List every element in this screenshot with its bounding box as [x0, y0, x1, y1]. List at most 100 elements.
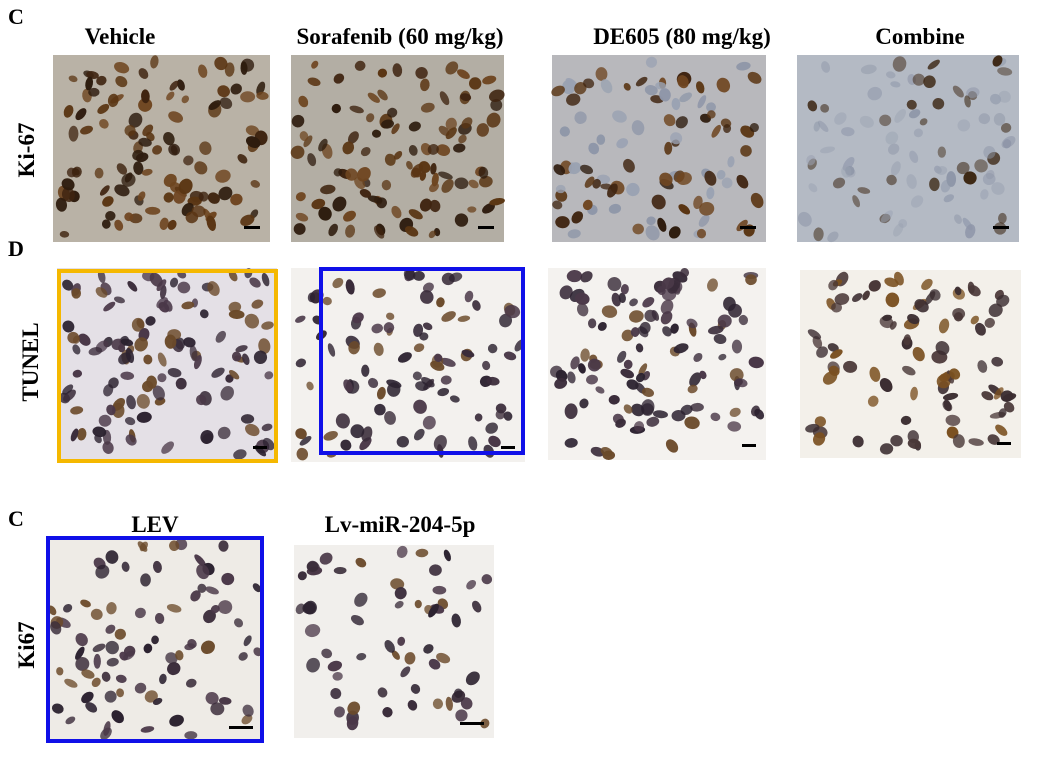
micrograph: [290, 55, 505, 242]
nucleus: [396, 436, 409, 448]
nucleus: [106, 657, 119, 667]
nucleus: [356, 653, 367, 661]
nucleus: [620, 284, 629, 295]
nucleus: [295, 358, 307, 368]
nucleus: [938, 318, 950, 334]
nucleus: [820, 146, 836, 154]
nucleus: [907, 313, 920, 325]
scale-bar: [478, 226, 494, 229]
nucleus: [340, 439, 352, 451]
nucleus: [63, 105, 74, 118]
nucleus: [503, 351, 517, 361]
nucleus: [396, 545, 408, 558]
nucleus: [106, 404, 116, 416]
nucleus: [207, 192, 220, 204]
nucleus: [993, 387, 1004, 400]
nucleus: [306, 381, 314, 391]
nucleus: [992, 55, 1003, 67]
nucleus: [615, 418, 626, 428]
nucleus: [568, 162, 582, 175]
nucleus: [333, 73, 345, 84]
nucleus: [578, 363, 586, 374]
nucleus: [230, 193, 243, 206]
nucleus: [592, 178, 601, 189]
nucleus: [859, 115, 874, 128]
micrograph: [294, 545, 494, 738]
nucleus: [345, 168, 358, 181]
nucleus: [892, 56, 907, 72]
nucleus: [66, 167, 77, 178]
nucleus: [322, 296, 332, 306]
nucleus: [215, 330, 226, 343]
nucleus: [391, 650, 400, 660]
nucleus: [991, 182, 1005, 195]
nucleus: [415, 381, 429, 391]
nucleus: [936, 166, 948, 175]
nucleus: [894, 109, 906, 123]
nucleus: [77, 427, 87, 441]
nucleus: [588, 142, 600, 155]
nucleus: [70, 406, 84, 415]
scale-bar: [229, 726, 253, 729]
nucleus: [630, 327, 640, 337]
nucleus: [167, 367, 182, 378]
nucleus: [422, 282, 434, 293]
micrograph: [47, 537, 263, 742]
nucleus: [718, 353, 727, 361]
nucleus: [116, 163, 128, 175]
nucleus: [1002, 139, 1012, 149]
nucleus: [406, 160, 413, 170]
nucleus: [485, 422, 498, 434]
nucleus: [455, 709, 468, 722]
nucleus: [114, 628, 126, 640]
nucleus: [400, 666, 411, 678]
nucleus: [181, 95, 190, 104]
nucleus: [693, 352, 703, 362]
nucleus: [118, 352, 132, 365]
nucleus: [134, 337, 148, 352]
nucleus: [580, 271, 593, 283]
nucleus: [600, 79, 613, 94]
nucleus: [890, 161, 901, 176]
nucleus: [384, 640, 395, 653]
nucleus: [945, 414, 961, 426]
nucleus: [250, 180, 260, 188]
nucleus: [482, 75, 497, 85]
nucleus: [56, 667, 64, 676]
nucleus: [965, 224, 976, 239]
nucleus: [200, 640, 215, 655]
nucleus: [183, 155, 194, 166]
nucleus: [860, 64, 877, 75]
nucleus: [332, 277, 344, 289]
nucleus: [225, 374, 234, 383]
nucleus: [886, 174, 897, 186]
nucleus: [163, 131, 175, 146]
nucleus: [706, 186, 715, 200]
nucleus: [114, 184, 130, 197]
nucleus: [295, 603, 306, 615]
nucleus: [587, 358, 601, 372]
nucleus: [566, 93, 581, 106]
nucleus: [436, 144, 451, 156]
nucleus: [413, 399, 427, 414]
nucleus: [437, 388, 450, 397]
nucleus: [927, 59, 940, 70]
nucleus: [721, 177, 733, 189]
column-header: Vehicle: [85, 24, 156, 49]
nucleus: [687, 384, 698, 394]
panel-label: C: [8, 4, 24, 29]
nucleus: [167, 219, 177, 230]
nucleus: [185, 678, 197, 688]
nucleus: [413, 428, 425, 441]
nucleus: [306, 657, 320, 673]
nucleus: [808, 183, 818, 193]
nucleus: [387, 107, 398, 118]
nucleus: [438, 171, 453, 180]
nucleus: [989, 93, 1002, 105]
column-header: DE605 (80 mg/kg): [593, 24, 771, 49]
nucleus: [449, 395, 460, 403]
nucleus: [373, 225, 385, 239]
nucleus: [952, 85, 964, 98]
nucleus: [445, 696, 453, 711]
nucleus: [242, 353, 250, 365]
